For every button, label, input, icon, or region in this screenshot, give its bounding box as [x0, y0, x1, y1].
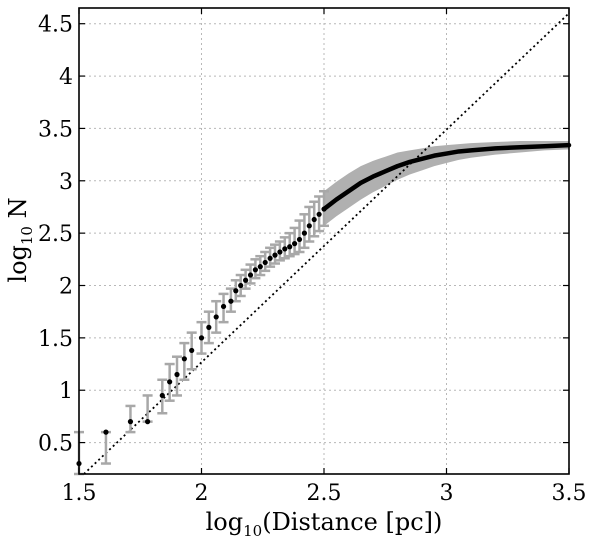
reference-line-path [83, 12, 570, 475]
data-point [233, 288, 239, 294]
data-point [277, 249, 283, 255]
y-tick-label: 1.5 [38, 327, 73, 352]
data-curve [321, 142, 572, 212]
error-bars [74, 190, 329, 476]
y-tick-label: 2.5 [38, 222, 73, 247]
data-point [306, 223, 312, 229]
y-tick-label: 1 [59, 379, 73, 404]
data-point [311, 216, 317, 223]
error-band [324, 140, 569, 226]
data-point [287, 244, 293, 250]
data-point [206, 324, 212, 330]
y-axis-label: log10 N [4, 197, 36, 282]
x-tick-label: 2.5 [307, 481, 342, 506]
data-points [76, 206, 327, 467]
y-tick-label: 4 [59, 65, 73, 90]
data-point [228, 298, 234, 304]
data-point [267, 255, 273, 261]
error-bar [100, 430, 111, 465]
x-axis-ticks: 1.5 2 2.5 3 3.5 [62, 8, 587, 506]
data-point [198, 335, 205, 341]
y-axis-ticks: 0.5 1 1.5 2 2.5 3 3.5 4 4.5 [38, 13, 569, 457]
error-bar [289, 226, 300, 256]
data-point [296, 236, 303, 243]
data-point [181, 356, 187, 362]
data-point [316, 211, 322, 217]
data-point [257, 264, 263, 270]
data-point [272, 252, 278, 258]
data-point [213, 314, 219, 320]
band-area [324, 140, 569, 226]
data-point [321, 206, 327, 212]
grid [78, 8, 570, 474]
error-bar [142, 394, 153, 423]
data-point [145, 419, 151, 425]
reference-line [83, 12, 570, 475]
error-bar [179, 341, 190, 382]
data-curve-line [321, 142, 572, 212]
y-tick-label: 2 [59, 275, 73, 300]
data-point [292, 241, 298, 247]
y-tick-label: 4.5 [38, 13, 73, 38]
y-tick-label: 0.5 [38, 432, 73, 457]
data-point [159, 392, 165, 399]
data-point [167, 379, 173, 385]
x-tick-label: 1.5 [62, 481, 97, 506]
y-tick-label: 3 [59, 170, 73, 195]
data-point [238, 282, 244, 289]
error-bar [125, 404, 136, 434]
data-point [220, 303, 227, 310]
data-point [103, 429, 109, 435]
data-point [301, 230, 307, 236]
x-tick-label: 3 [440, 481, 454, 506]
x-tick-label: 3.5 [552, 481, 587, 506]
x-tick-label: 2 [195, 481, 209, 506]
data-point [262, 259, 268, 266]
data-point [252, 267, 258, 273]
data-point [243, 277, 249, 283]
data-point [189, 347, 195, 354]
data-point [127, 419, 134, 425]
x-axis-label: log10(Distance [pc]) [206, 508, 443, 540]
y-tick-label: 3.5 [38, 117, 73, 142]
data-point [174, 371, 180, 378]
data-point [247, 272, 254, 278]
data-point [282, 246, 288, 252]
